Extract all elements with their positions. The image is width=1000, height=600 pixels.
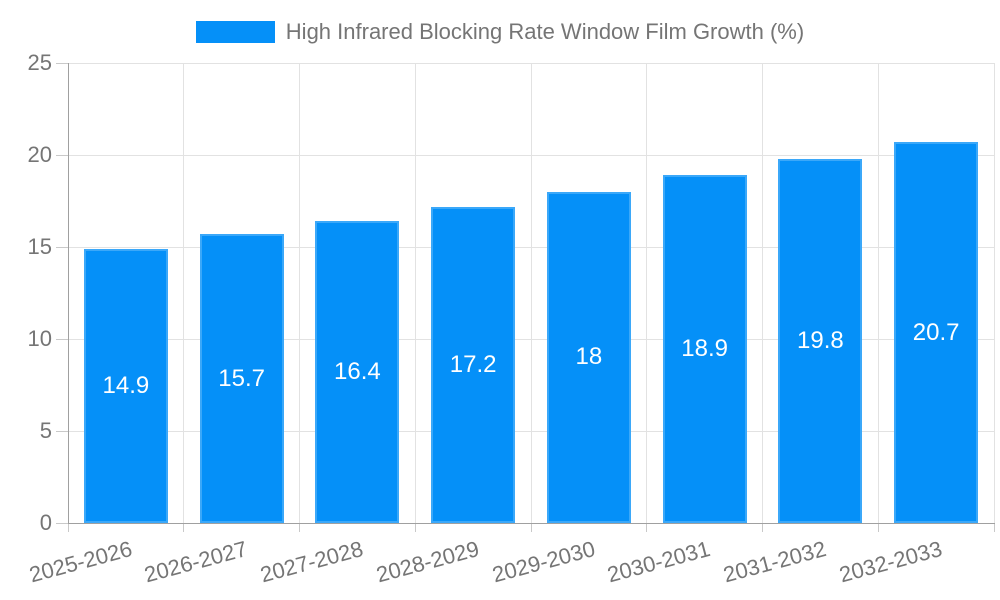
bar-2026-2027[interactable]: 15.7: [199, 234, 284, 523]
x-tick-label: 2028-2029: [373, 536, 482, 588]
legend-swatch-icon: [195, 21, 275, 43]
bar-2031-2032[interactable]: 19.8: [778, 158, 863, 523]
v-gridline: [530, 63, 532, 523]
bar-value-label: 15.7: [218, 364, 265, 392]
legend[interactable]: High Infrared Blocking Rate Window Film …: [0, 20, 1000, 44]
bar-2027-2028[interactable]: 16.4: [315, 221, 400, 523]
x-axis-line: [68, 523, 995, 524]
bar-value-label: 20.7: [912, 318, 960, 346]
v-gridline: [299, 63, 300, 523]
x-tick-mark: [993, 523, 995, 532]
v-gridline: [877, 63, 879, 523]
x-tick-mark: [646, 523, 648, 532]
x-tick-mark: [67, 523, 69, 532]
x-tick-label: 2032-2033: [836, 536, 945, 588]
bar-value-label: 19.8: [797, 326, 844, 354]
v-gridline: [762, 63, 763, 523]
bar-value-label: 16.4: [334, 358, 381, 386]
bar-2029-2030[interactable]: 18: [546, 191, 631, 523]
v-gridline: [183, 63, 185, 523]
y-axis-line: [68, 63, 69, 524]
y-tick-mark: [56, 246, 68, 248]
v-gridline: [993, 63, 995, 523]
x-tick-label: 2027-2028: [257, 536, 366, 588]
y-tick-mark: [56, 338, 68, 340]
bar-value-label: 18.9: [681, 335, 728, 363]
bar-2025-2026[interactable]: 14.9: [83, 248, 168, 523]
y-tick-label: 15: [27, 234, 52, 259]
bar-2028-2029[interactable]: 17.2: [431, 206, 516, 523]
y-tick-label: 5: [39, 418, 52, 443]
y-tick-label: 20: [27, 142, 52, 167]
bar-value-label: 18: [575, 343, 603, 371]
x-tick-mark: [530, 523, 532, 532]
bar-value-label: 14.9: [102, 371, 150, 399]
x-tick-label: 2029-2030: [489, 536, 598, 588]
plot-area: 14.9 15.7 16.4 17.2 18 18.9 19.8 20.7: [68, 62, 995, 523]
y-tick-label: 10: [27, 326, 52, 351]
x-tick-mark: [414, 523, 416, 532]
y-tick-mark: [56, 522, 68, 524]
x-tick-label: 2030-2031: [604, 536, 714, 588]
v-gridline: [646, 63, 648, 523]
bar-2032-2033[interactable]: 20.7: [894, 142, 979, 523]
y-tick-mark: [56, 62, 68, 64]
bar-value-label: 17.2: [449, 350, 497, 378]
y-tick-label: 0: [39, 510, 52, 535]
y-tick-mark: [56, 430, 68, 432]
x-tick-mark: [877, 523, 879, 532]
x-tick-mark: [299, 523, 300, 532]
bar-2030-2031[interactable]: 18.9: [662, 175, 747, 523]
x-tick-label: 2025-2026: [26, 536, 135, 588]
x-tick-mark: [183, 523, 185, 532]
x-tick-label: 2031-2032: [720, 536, 829, 588]
y-tick-mark: [56, 154, 68, 156]
y-tick-label: 25: [27, 50, 52, 75]
x-tick-label: 2026-2027: [141, 536, 251, 588]
legend-label: High Infrared Blocking Rate Window Film …: [285, 19, 805, 44]
x-tick-mark: [762, 523, 763, 532]
v-gridline: [414, 63, 416, 523]
